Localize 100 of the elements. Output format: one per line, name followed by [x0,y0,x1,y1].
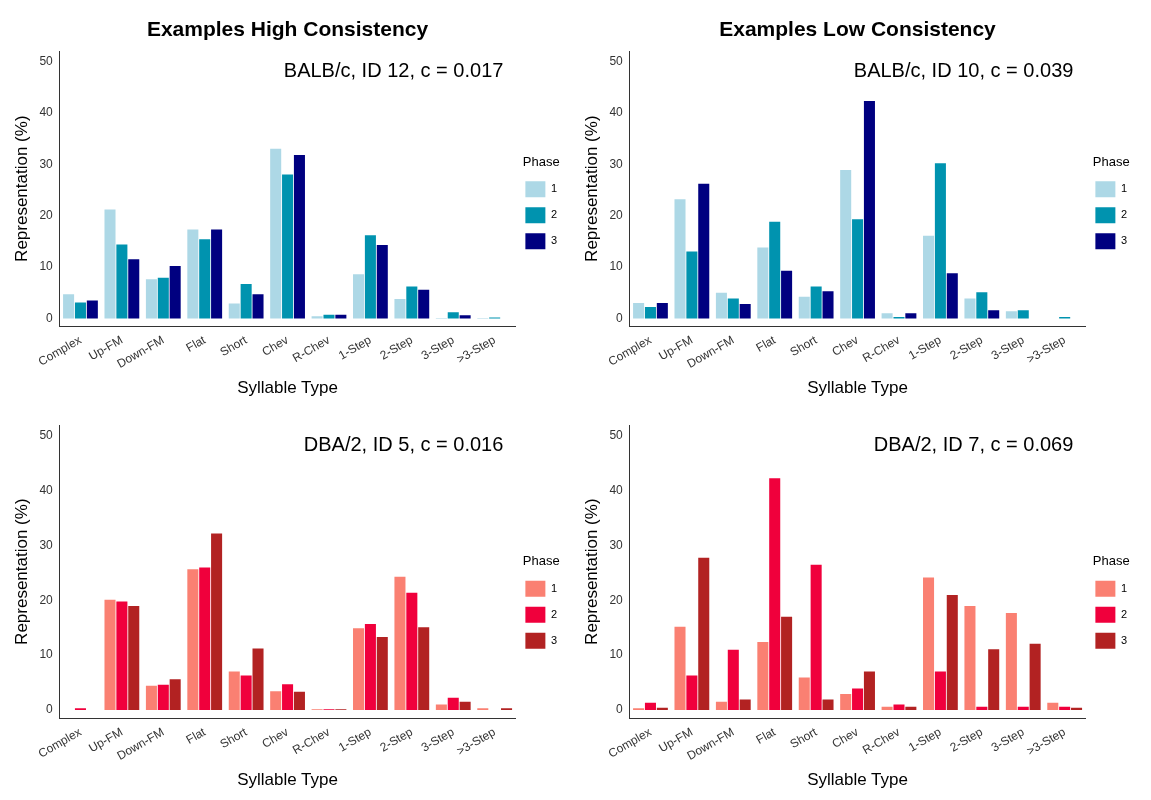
bar [311,316,323,319]
bar [863,671,875,710]
bar [116,244,128,319]
y-tick-label: 20 [39,592,54,607]
bar [810,286,822,319]
bar [881,706,893,710]
bar [240,675,252,710]
bar [157,277,169,319]
bar [199,239,211,319]
bar [686,675,698,710]
x-tick-label: Short [787,332,820,360]
bar [282,174,294,319]
y-tick-label: 0 [616,310,624,325]
y-tick-label: 0 [46,702,54,717]
bar [270,691,282,710]
bar [394,576,406,710]
x-axis-title: Syllable Type [807,770,908,790]
bar [946,273,958,319]
y-tick-label: 20 [609,592,624,607]
bar [644,307,656,319]
bar [893,704,905,710]
bar [1047,702,1059,710]
bar [1071,707,1083,710]
bar [187,569,199,710]
y-tick-label: 0 [616,702,624,717]
y-axis-title: Representation (%) [11,115,31,262]
bar [923,235,935,319]
y-tick-label: 30 [609,156,624,171]
legend-label: 1 [550,581,558,594]
x-tick-label: Flat [753,724,779,747]
y-tick-label: 10 [39,259,54,274]
y-axis-title: Representation (%) [581,115,601,262]
bar [727,649,739,710]
bar [934,163,946,319]
x-tick-label: Short [217,724,250,752]
legend-title: Phase [522,153,560,169]
bar [353,628,365,710]
bar [798,677,810,710]
bar [435,704,447,710]
legend-label: 1 [1120,581,1128,594]
bar [988,310,1000,319]
bar [840,694,852,710]
bar [715,701,727,710]
bar [128,259,140,319]
bar [104,599,116,710]
bar [270,148,282,319]
bar [128,605,140,710]
bar [852,688,864,710]
bar [293,691,305,710]
bar [323,314,335,319]
bar [976,292,988,319]
bar [1005,613,1017,710]
bar [63,294,75,319]
bar [769,478,781,710]
x-tick-label: Chev [259,332,291,359]
bar [1059,706,1071,710]
y-tick-label: 40 [609,105,624,120]
bar [252,648,264,710]
y-tick-label: 30 [39,537,54,552]
y-tick-label: 30 [39,156,54,171]
legend-label: 2 [550,607,558,620]
bar [769,221,781,319]
bar [656,303,668,319]
y-tick-label: 30 [609,537,624,552]
bar [1005,311,1017,319]
bar [364,623,376,710]
bar [988,649,1000,710]
bar [698,183,710,319]
bar [739,699,751,710]
x-axis-title: Syllable Type [807,378,908,398]
y-tick-label: 50 [39,428,54,443]
bar [633,303,645,319]
legend-label: 3 [550,633,558,646]
bar [104,209,116,319]
y-tick-label: 10 [39,647,54,662]
bar [934,671,946,710]
bar [715,292,727,319]
y-tick-label: 50 [609,428,624,443]
x-tick-label: Chev [829,724,861,751]
bar [1017,706,1029,710]
bar [905,706,917,710]
y-tick-label: 50 [39,53,54,68]
x-tick-label: Flat [183,724,209,747]
bar [376,244,388,319]
bar [459,315,471,319]
x-tick-label: Chev [829,332,861,359]
bar [674,626,686,710]
bar [656,707,668,710]
bar [923,577,935,710]
bar [157,684,169,710]
y-tick-label: 40 [609,483,624,498]
bar [822,699,834,710]
bar [447,312,459,319]
annotation: DBA/2, ID 7, c = 0.069 [873,432,1074,455]
x-tick-label: Chev [259,724,291,751]
legend-title: Phase [522,553,560,569]
y-tick-label: 20 [39,207,54,222]
bar [394,298,406,319]
bar [252,294,264,319]
bar [905,313,917,319]
